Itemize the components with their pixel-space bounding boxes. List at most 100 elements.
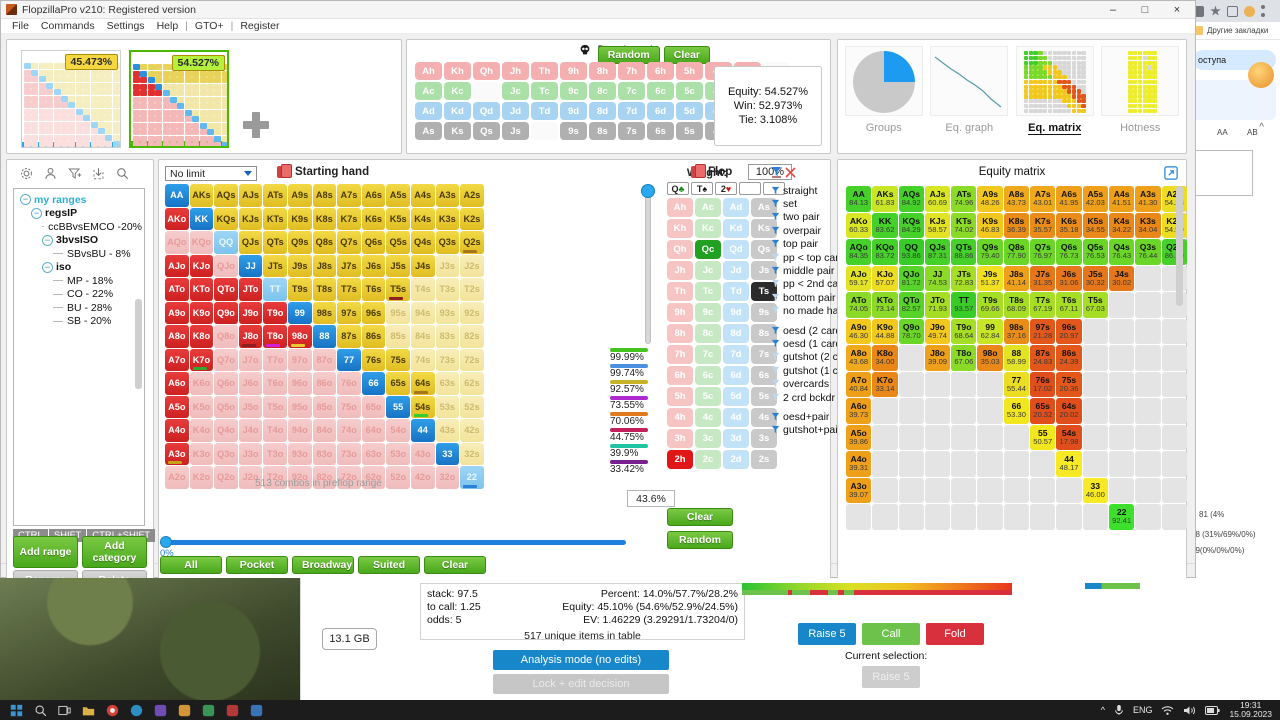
flop-card-8h[interactable]: 8h	[667, 324, 693, 343]
hand-cell-52o[interactable]: 52o	[386, 466, 410, 489]
equity-cell-86s[interactable]: 86s 24.39	[1056, 345, 1082, 371]
flop-slot-4[interactable]	[739, 182, 761, 195]
hand-cell-T6o[interactable]: T6o	[263, 372, 287, 395]
equity-cell-KTo[interactable]: KTo 73.14	[872, 292, 898, 318]
flop-slot-3[interactable]: 2 ♥	[715, 182, 737, 195]
tree-item-3bvsiso[interactable]: −3bvsISO	[16, 234, 142, 248]
dead-card-Td[interactable]: Td	[531, 102, 558, 120]
expand-icon[interactable]	[1164, 166, 1178, 180]
hand-cell-KK[interactable]: KK	[189, 207, 214, 230]
extension-icon[interactable]	[1193, 5, 1204, 17]
equity-cell-J9s[interactable]: J9s 51.37	[977, 265, 1003, 291]
flop-slot-2[interactable]: T ♠	[691, 182, 713, 195]
hand-cell-J8s[interactable]: J8s	[312, 254, 337, 277]
tree-scrollbar[interactable]	[135, 299, 142, 389]
hand-cell-76s[interactable]: 76s	[361, 348, 386, 371]
dead-card-7s[interactable]: 7s	[618, 122, 645, 140]
hand-cell-A9s[interactable]: A9s	[287, 184, 312, 207]
tree-collapse-icon[interactable]: −	[42, 234, 53, 246]
equity-cell-A4s[interactable]: A4s 41.51	[1108, 186, 1135, 212]
hand-cell-TT[interactable]: TT	[263, 278, 287, 301]
hand-cell-74o[interactable]: 74o	[337, 419, 361, 442]
add-range-button[interactable]: Add range	[13, 536, 78, 568]
range-slider-knob[interactable]	[160, 536, 172, 548]
hand-cell-ATs[interactable]: ATs	[263, 184, 287, 207]
hand-cell-A7o[interactable]: A7o	[165, 348, 189, 371]
hand-cell-74s[interactable]: 74s	[410, 348, 435, 371]
hand-cell-K4s[interactable]: K4s	[410, 207, 435, 230]
hand-cell-Q7o[interactable]: Q7o	[214, 348, 238, 371]
equity-cell-J8s[interactable]: J8s 41.14	[1003, 265, 1030, 291]
dead-card-Jd[interactable]: Jd	[502, 102, 529, 120]
equity-cell-K9o[interactable]: K9o 44.88	[872, 318, 898, 344]
equity-cell-99[interactable]: 99 62.84	[977, 318, 1003, 344]
flop-card-As[interactable]: As	[751, 198, 777, 217]
hand-cell-42s[interactable]: 42s	[460, 419, 484, 442]
hand-cell-82o[interactable]: 82o	[312, 466, 337, 489]
hand-cell-K6s[interactable]: K6s	[361, 207, 386, 230]
hand-cell-53o[interactable]: 53o	[386, 442, 410, 465]
minimize-button[interactable]: –	[1109, 3, 1117, 16]
dead-card-8d[interactable]: 8d	[589, 102, 616, 120]
dead-card-Ts[interactable]: Ts	[531, 122, 558, 140]
range-broadway-button[interactable]: Broadway	[292, 556, 354, 574]
funnel-icon[interactable]	[771, 186, 780, 196]
raise-button[interactable]: Raise 5	[798, 623, 856, 645]
hand-cell-73o[interactable]: 73o	[337, 442, 361, 465]
hand-cell-K3o[interactable]: K3o	[189, 442, 214, 465]
dead-card-7d[interactable]: 7d	[618, 102, 645, 120]
hand-cell-53s[interactable]: 53s	[435, 395, 460, 418]
hand-cell-Q6o[interactable]: Q6o	[214, 372, 238, 395]
flop-card-6s[interactable]: 6s	[751, 366, 777, 385]
flop-card-5c[interactable]: 5c	[695, 387, 721, 406]
maximize-button[interactable]: □	[1141, 3, 1149, 16]
menu-help[interactable]: Help	[156, 20, 179, 32]
equity-cell-TT[interactable]: TT 93.57	[951, 292, 977, 318]
equity-cell-AJs[interactable]: AJs 60.69	[924, 186, 951, 212]
hand-cell-KQo[interactable]: KQo	[189, 231, 214, 254]
equity-cell-T8s[interactable]: T8s 68.09	[1003, 292, 1030, 318]
dead-card-5c[interactable]: 5c	[676, 82, 703, 100]
equity-cell-54s[interactable]: 54s 17.98	[1056, 424, 1082, 450]
hand-cell-82s[interactable]: 82s	[460, 325, 484, 348]
tree-collapse-icon[interactable]: −	[31, 207, 42, 219]
hand-cell-KTs[interactable]: KTs	[263, 207, 287, 230]
hand-cell-64s[interactable]: 64s	[410, 372, 435, 395]
hand-cell-Q9s[interactable]: Q9s	[287, 231, 312, 254]
hand-cell-K2s[interactable]: K2s	[460, 207, 484, 230]
equity-cell-33[interactable]: 33 46.00	[1082, 477, 1108, 503]
flop-card-Qs[interactable]: Qs	[751, 240, 777, 259]
flop-card-9c[interactable]: 9c	[695, 303, 721, 322]
hand-cell-93o[interactable]: 93o	[287, 442, 312, 465]
hand-cell-72s[interactable]: 72s	[460, 348, 484, 371]
hand-cell-T5s[interactable]: T5s	[386, 278, 410, 301]
hand-cell-Q3o[interactable]: Q3o	[214, 442, 238, 465]
dead-card-6s[interactable]: 6s	[647, 122, 674, 140]
hand-cell-86s[interactable]: 86s	[361, 325, 386, 348]
dead-card-Qs[interactable]: Qs	[473, 122, 500, 140]
equity-cell-AKo[interactable]: AKo 60.33	[846, 212, 872, 238]
app-icon-4[interactable]	[226, 704, 239, 717]
flop-card-8c[interactable]: 8c	[695, 324, 721, 343]
hand-cell-QJs[interactable]: QJs	[238, 231, 263, 254]
dead-card-Kd[interactable]: Kd	[444, 102, 471, 120]
hand-cell-J7s[interactable]: J7s	[337, 254, 361, 277]
hand-cell-J3s[interactable]: J3s	[435, 254, 460, 277]
bookmark-star-icon[interactable]	[1210, 5, 1221, 16]
hand-cell-94o[interactable]: 94o	[287, 419, 312, 442]
equity-cell-J9o[interactable]: J9o 49.74	[924, 318, 951, 344]
hand-cell-ATo[interactable]: ATo	[165, 278, 189, 301]
flop-card-Qh[interactable]: Qh	[667, 240, 693, 259]
hand-cell-64o[interactable]: 64o	[361, 419, 386, 442]
hand-cell-Q8o[interactable]: Q8o	[214, 325, 238, 348]
dead-card-6c[interactable]: 6c	[647, 82, 674, 100]
equity-cell-A5s[interactable]: A5s 42.03	[1082, 186, 1108, 212]
dead-random-button[interactable]: Random	[597, 46, 660, 64]
dead-card-Kc[interactable]: Kc	[444, 82, 471, 100]
hand-cell-T8s[interactable]: T8s	[312, 278, 337, 301]
equity-cell-J7s[interactable]: J7s 31.35	[1030, 265, 1056, 291]
equity-cell-QJo[interactable]: QJo 81.72	[898, 265, 924, 291]
chevron-up-icon[interactable]: ^	[1100, 705, 1105, 715]
range-thumbnail-left[interactable]: 45.473%	[21, 50, 121, 148]
flop-card-slots[interactable]: Q ♣ T ♠ 2 ♥	[667, 182, 785, 195]
